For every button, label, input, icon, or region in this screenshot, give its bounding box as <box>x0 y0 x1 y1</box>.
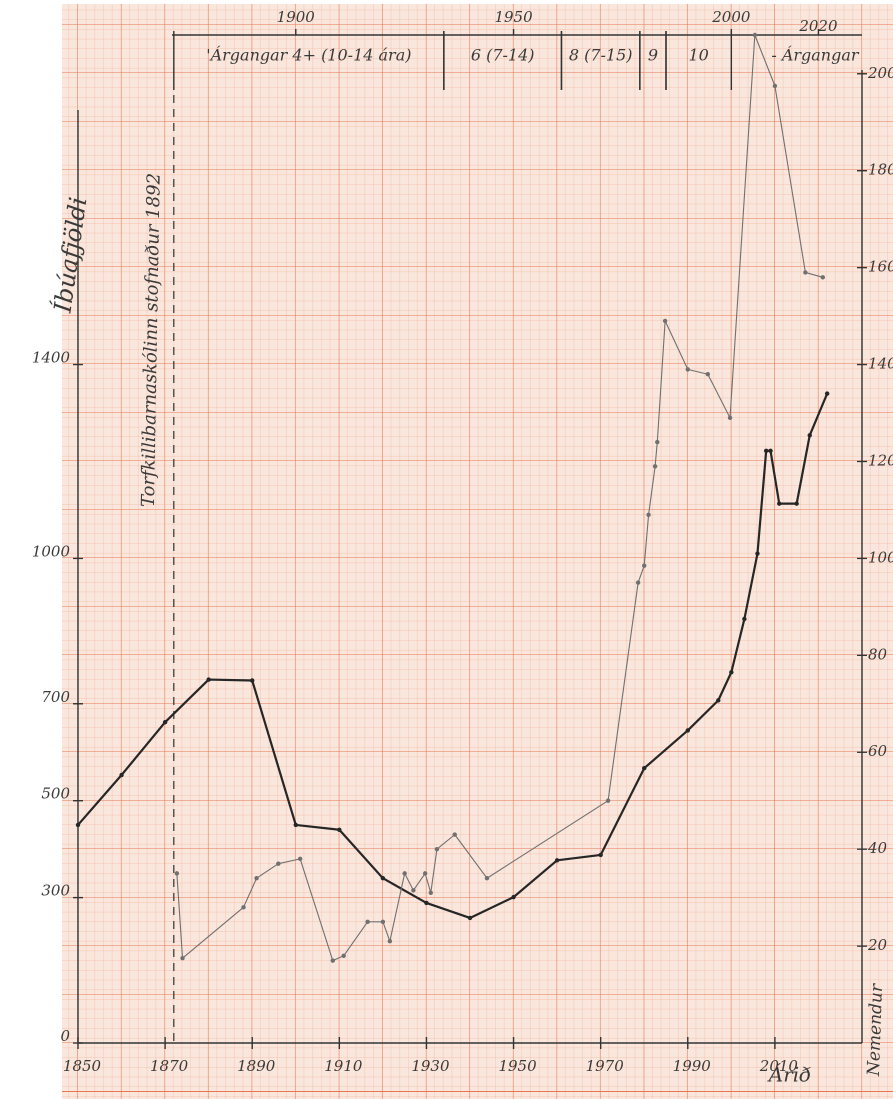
chart: 1850187018901910193019501970199020101900… <box>0 0 893 1099</box>
data-point <box>381 920 385 924</box>
y2-tick-label: 80 <box>868 645 888 663</box>
data-point <box>206 677 210 681</box>
data-point <box>388 939 392 943</box>
data-point <box>663 319 667 323</box>
data-point <box>716 698 720 702</box>
data-point <box>777 501 781 505</box>
y2-tick-label: 200 <box>867 64 893 82</box>
data-point <box>429 891 433 895</box>
data-point <box>241 905 245 909</box>
y-tick-label: 300 <box>41 882 70 900</box>
data-point <box>435 847 439 851</box>
data-point <box>381 876 385 880</box>
y2-tick-label: 100 <box>868 548 893 566</box>
data-point <box>755 551 759 555</box>
data-point <box>276 861 280 865</box>
data-point <box>555 858 559 862</box>
data-point <box>606 798 610 802</box>
data-point <box>753 33 757 37</box>
data-point <box>686 367 690 371</box>
data-point <box>468 916 472 920</box>
data-point <box>453 832 457 836</box>
data-point <box>636 580 640 584</box>
x-tick-label: 1950 <box>498 1057 537 1075</box>
data-point <box>485 876 489 880</box>
data-point <box>794 501 798 505</box>
data-point <box>686 728 690 732</box>
data-point <box>254 876 258 880</box>
y2-tick-label: 180 <box>868 161 893 179</box>
data-point <box>424 901 428 905</box>
y2-tick-label: 160 <box>868 258 893 276</box>
data-point <box>402 871 406 875</box>
x2-tick-label: 1900 <box>277 8 316 26</box>
data-point <box>175 871 179 875</box>
period-label: 9 <box>648 46 658 65</box>
data-point <box>728 416 732 420</box>
x-tick-label: 1850 <box>63 1057 102 1075</box>
data-point <box>341 954 345 958</box>
y2-axis-title: Nemendur <box>864 983 887 1078</box>
y2-tick-label: 140 <box>868 355 893 373</box>
y2-tick-label: 120 <box>868 451 893 469</box>
data-point <box>331 958 335 962</box>
data-point <box>642 766 646 770</box>
period-label: 'Árgangar 4+ (10-14 ára) <box>206 45 411 65</box>
data-point <box>808 433 812 437</box>
x-tick-label: 1970 <box>586 1057 625 1075</box>
data-point <box>642 563 646 567</box>
x-tick-label: 1870 <box>150 1057 189 1075</box>
data-point <box>598 853 602 857</box>
x-tick-label: 1930 <box>411 1057 450 1075</box>
data-point <box>825 391 829 395</box>
period-label: 8 (7-15) <box>569 46 633 65</box>
data-point <box>653 464 657 468</box>
data-point <box>337 828 341 832</box>
data-point <box>250 678 254 682</box>
data-point <box>163 720 167 724</box>
y-tick-label: 500 <box>41 785 70 803</box>
x-axis-title: Árið <box>767 1063 811 1087</box>
y2-tick-label: 40 <box>867 839 888 857</box>
x-tick-label: 1910 <box>324 1057 363 1075</box>
y-tick-label: 1000 <box>32 542 71 560</box>
x-tick-label: 1890 <box>237 1057 276 1075</box>
data-point <box>764 449 768 453</box>
data-point <box>655 440 659 444</box>
period-label: 6 (7-14) <box>471 46 535 65</box>
data-point <box>294 823 298 827</box>
y2-tick-label: 60 <box>868 742 888 760</box>
data-point <box>773 84 777 88</box>
x2-tick-label: 1950 <box>494 8 533 26</box>
data-point <box>821 275 825 279</box>
y2-tick-label: 20 <box>867 936 888 954</box>
y-tick-label: 1400 <box>32 349 71 367</box>
data-point <box>729 670 733 674</box>
data-point <box>411 888 415 892</box>
x-tick-label: 1990 <box>673 1057 712 1075</box>
period-note: - Árgangar <box>771 45 860 65</box>
data-point <box>706 372 710 376</box>
data-point <box>742 617 746 621</box>
data-point <box>511 895 515 899</box>
y-tick-label: 700 <box>41 688 70 706</box>
data-point <box>119 773 123 777</box>
data-point <box>768 449 772 453</box>
data-point <box>646 513 650 517</box>
period-label: 10 <box>688 46 708 65</box>
data-point <box>365 920 369 924</box>
x2-tick-label: 2000 <box>711 8 751 26</box>
y-tick-label: 0 <box>60 1027 70 1045</box>
x2-tick-label: 2020 <box>798 17 838 35</box>
data-point <box>180 956 184 960</box>
graph-paper-grid <box>62 4 893 1099</box>
data-point <box>803 270 807 274</box>
data-point <box>423 871 427 875</box>
data-point <box>76 823 80 827</box>
data-point <box>298 857 302 861</box>
